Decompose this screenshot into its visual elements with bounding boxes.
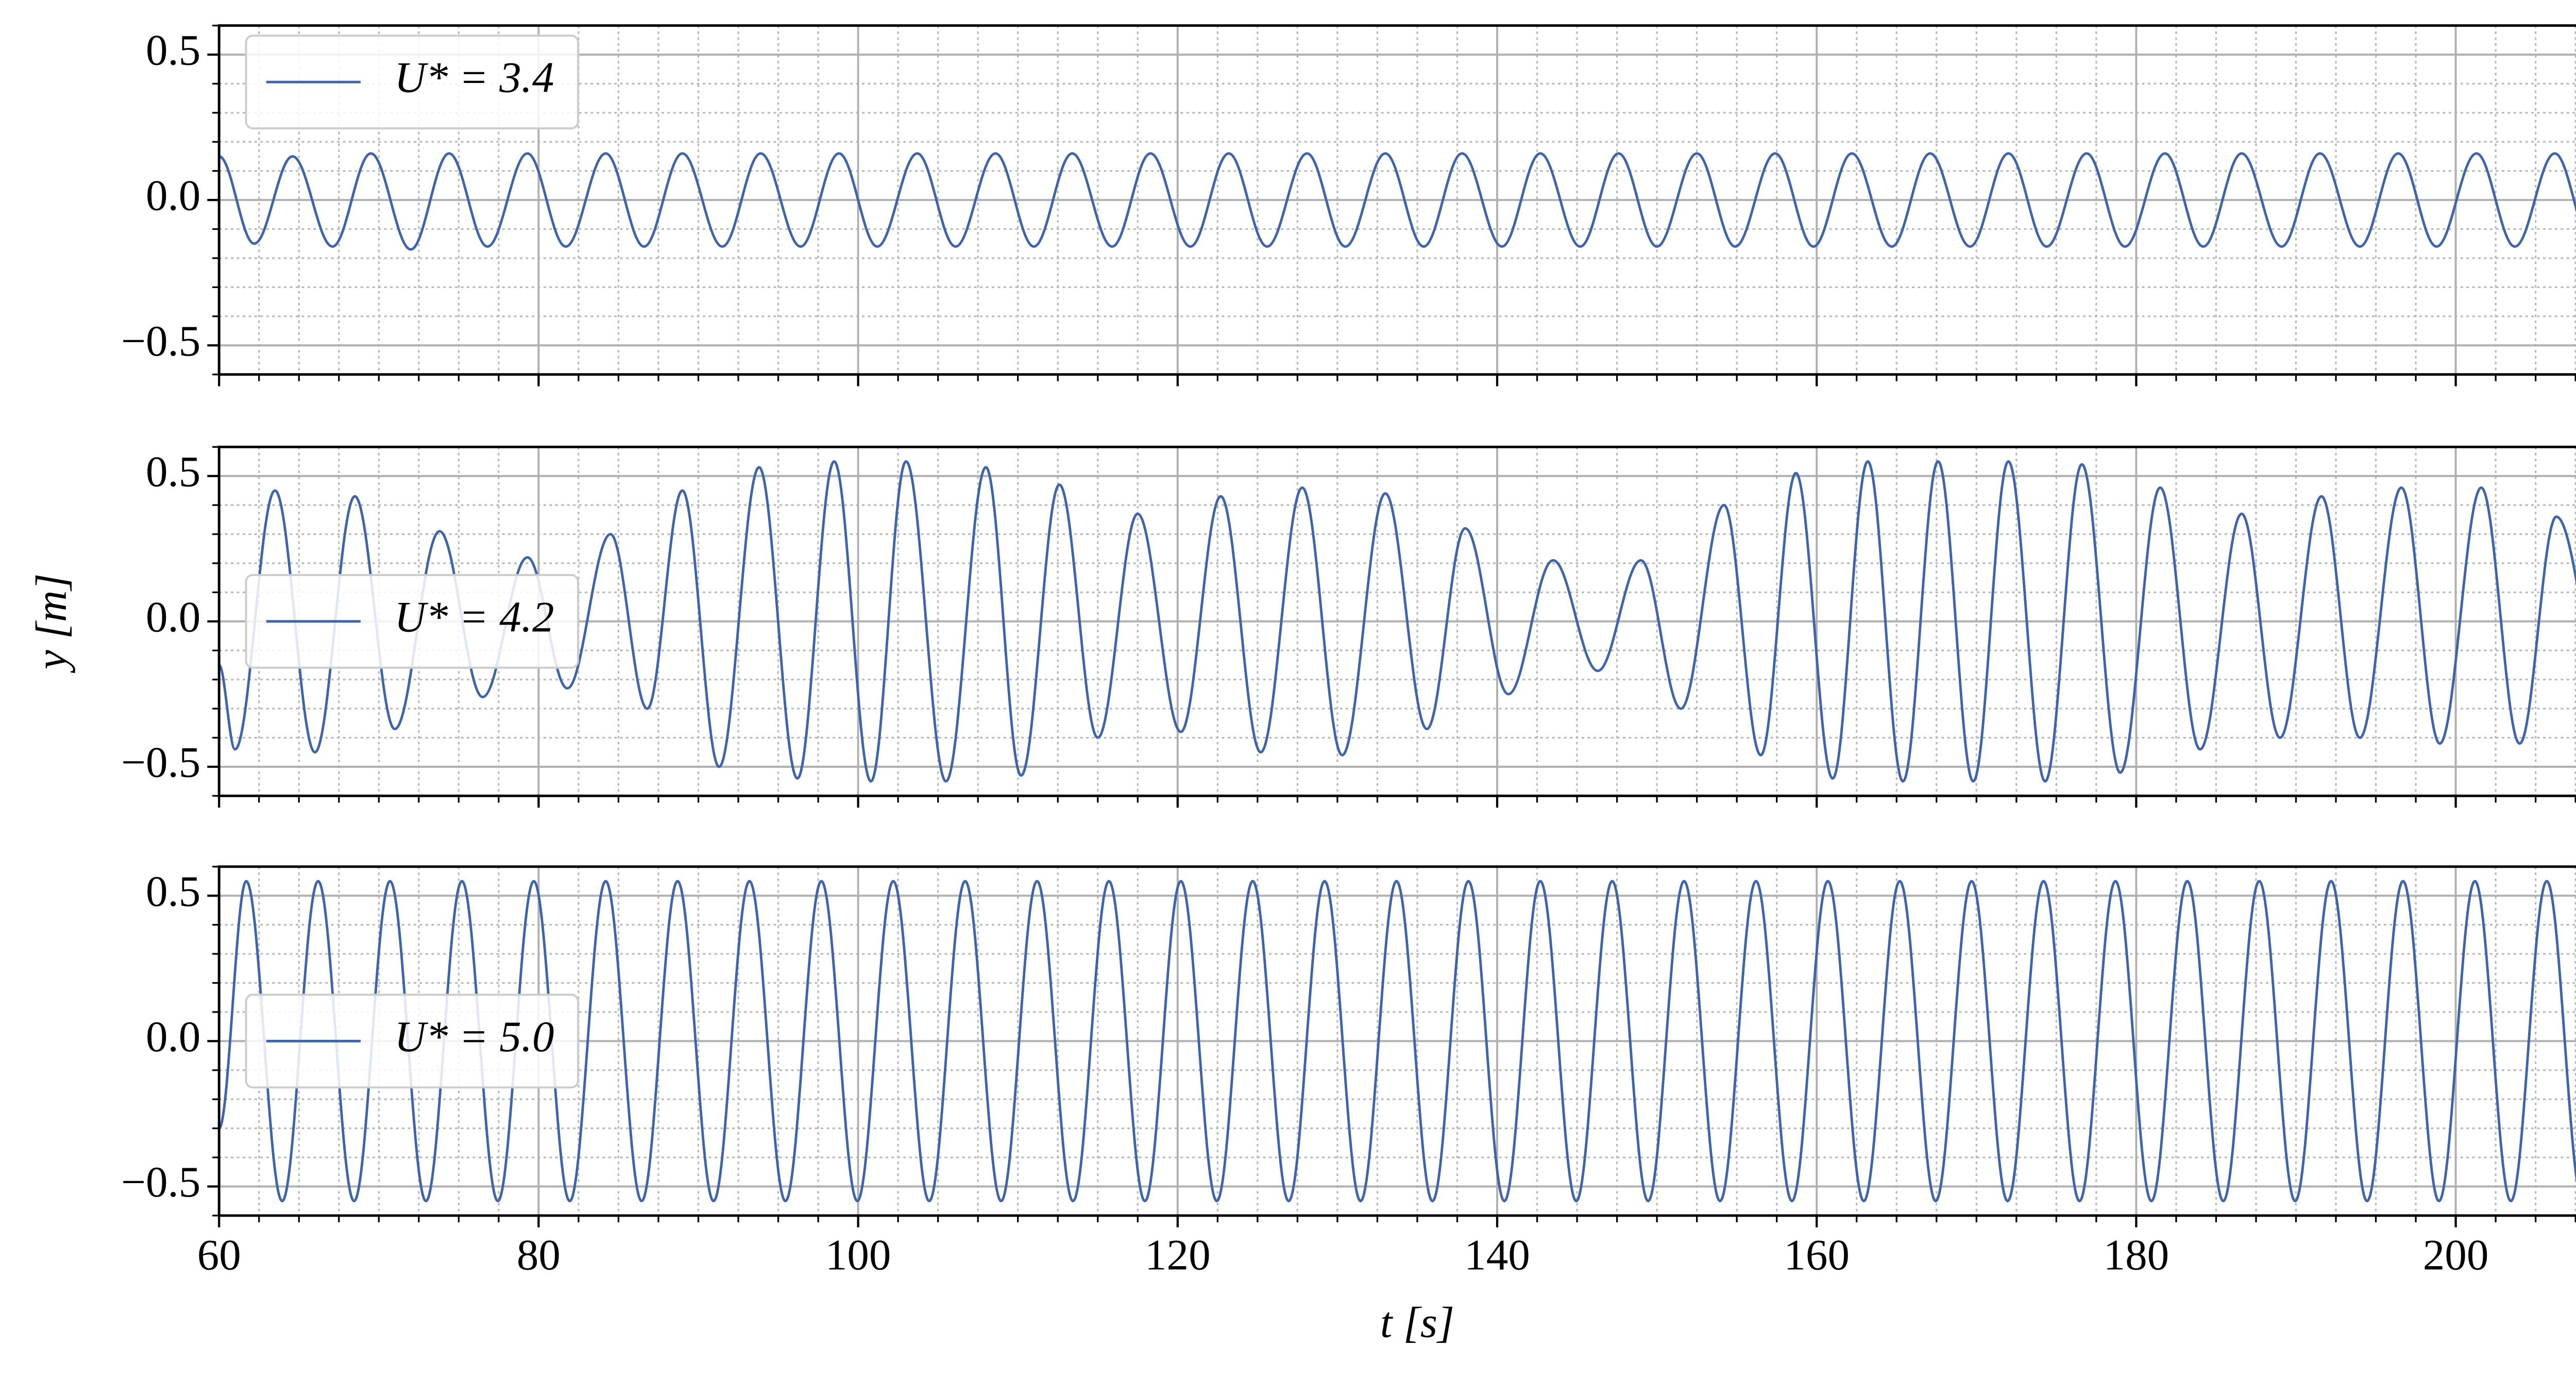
x-tick-label: 180	[2104, 1231, 2170, 1279]
x-tick-label: 120	[1145, 1231, 1211, 1279]
y-tick-label: 0.0	[146, 172, 200, 220]
plot-frame	[217, 865, 2576, 1217]
x-tick-label: 160	[1784, 1231, 1850, 1279]
legend-label: U* = 3.4	[394, 54, 554, 102]
y-tick-label: 0.0	[146, 1013, 200, 1061]
series-line	[218, 152, 2576, 251]
legend-box	[245, 574, 579, 669]
x-tick-label: 100	[825, 1231, 891, 1279]
y-tick-label: −0.5	[121, 738, 200, 787]
y-tick-label: −0.5	[121, 317, 200, 365]
y-tick-label: 0.5	[146, 867, 200, 916]
plot-frame	[217, 24, 2576, 376]
y-tick-label: 0.0	[146, 593, 200, 641]
plot-frame	[217, 445, 2576, 797]
x-axis-label: t [s]	[1380, 1298, 1454, 1346]
y-tick-label: 0.5	[146, 26, 200, 75]
series-line	[217, 460, 2576, 783]
x-tick-label: 60	[197, 1231, 241, 1279]
y-axis-label: y [m]	[27, 574, 75, 674]
legend-label: U* = 5.0	[394, 1013, 554, 1061]
legend-box	[245, 35, 579, 130]
y-tick-label: 0.5	[146, 447, 200, 496]
x-tick-label: 80	[517, 1231, 561, 1279]
legend-box	[245, 993, 579, 1089]
x-tick-label: 200	[2423, 1231, 2489, 1279]
legend-label: U* = 4.2	[394, 593, 554, 641]
series-line	[217, 880, 2576, 1203]
y-tick-label: −0.5	[121, 1158, 200, 1206]
x-tick-label: 140	[1464, 1231, 1530, 1279]
